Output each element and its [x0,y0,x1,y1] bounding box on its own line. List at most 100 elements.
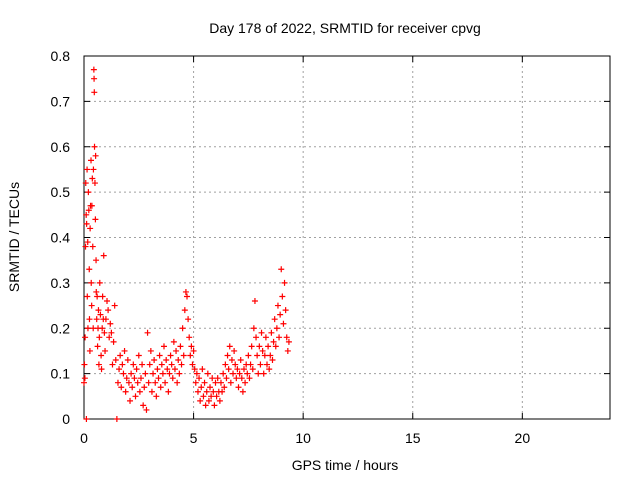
data-point [170,338,177,345]
data-point [95,361,102,368]
data-point [102,316,109,323]
data-point [94,293,101,300]
data-point [188,343,195,350]
data-point [162,379,169,386]
data-point [202,402,209,409]
data-point [173,347,180,354]
data-point [145,379,152,386]
x-tick-labels: 0 5 10 15 20 [80,430,530,446]
data-point [85,207,92,214]
data-point [96,334,103,341]
data-point [191,366,198,373]
data-point [203,388,210,395]
data-point [84,293,91,300]
data-point [141,384,148,391]
data-point [106,334,113,341]
data-point [156,352,163,359]
data-point [220,370,227,377]
data-point [272,343,279,350]
data-point [273,325,280,332]
data-point [285,338,292,345]
data-point [150,370,157,377]
data-point [283,334,290,341]
data-point [142,370,149,377]
data-point [200,393,207,400]
data-point [137,375,144,382]
data-point [213,393,220,400]
data-point [87,225,94,232]
data-point [199,366,206,373]
data-point [249,366,256,373]
data-point [135,352,142,359]
data-point [186,334,193,341]
data-point [109,361,116,368]
y-tick-label: 0.7 [51,93,71,109]
data-point [174,379,181,386]
data-point [175,357,182,364]
data-point [124,357,131,364]
data-point [205,397,212,404]
data-point [190,347,197,354]
data-point [228,357,235,364]
data-point [214,375,221,382]
data-point [176,370,183,377]
data-point [242,379,249,386]
data-point [122,388,129,395]
data-point [84,239,91,246]
data-point [160,343,167,350]
data-point [227,379,234,386]
data-point [120,370,127,377]
data-point [153,393,160,400]
data-point [86,266,93,273]
data-point [189,361,196,368]
data-point [101,329,108,336]
data-point [110,338,117,345]
data-point [185,316,192,323]
data-point [244,370,251,377]
data-point [231,347,238,354]
data-point [253,334,260,341]
data-point [102,347,109,354]
data-point [91,180,98,187]
data-point [259,347,266,354]
data-point [207,384,214,391]
data-point [219,388,226,395]
data-point [194,388,201,395]
data-point [144,329,151,336]
data-point [105,307,112,314]
data-point [266,366,273,373]
data-point [196,375,203,382]
data-point [216,397,223,404]
data-point [154,366,161,373]
data-point [209,375,216,382]
data-point [88,302,95,309]
data-point [267,352,274,359]
data-point [112,357,119,364]
data-point [257,361,264,368]
data-point [99,325,106,332]
data-point [279,293,286,300]
data-point [114,379,121,386]
data-point [108,329,115,336]
data-point [171,366,178,373]
data-point [147,347,154,354]
data-point [113,416,120,422]
data-point [201,379,208,386]
data-point [271,316,278,323]
data-point [166,370,173,377]
data-point [97,311,104,318]
data-point [117,352,124,359]
data-point [86,316,93,323]
data-point [180,352,187,359]
data-point [111,302,118,309]
data-point [98,352,105,359]
data-point [148,388,155,395]
data-point [82,180,89,187]
grid [84,56,610,419]
data-point [226,343,233,350]
data-point [193,370,200,377]
y-tick-labels: 0 0.1 0.2 0.3 0.4 0.5 0.6 0.7 0.8 [51,48,71,427]
data-point [96,279,103,286]
data-point [95,307,102,314]
y-tick-label: 0.2 [51,320,71,336]
